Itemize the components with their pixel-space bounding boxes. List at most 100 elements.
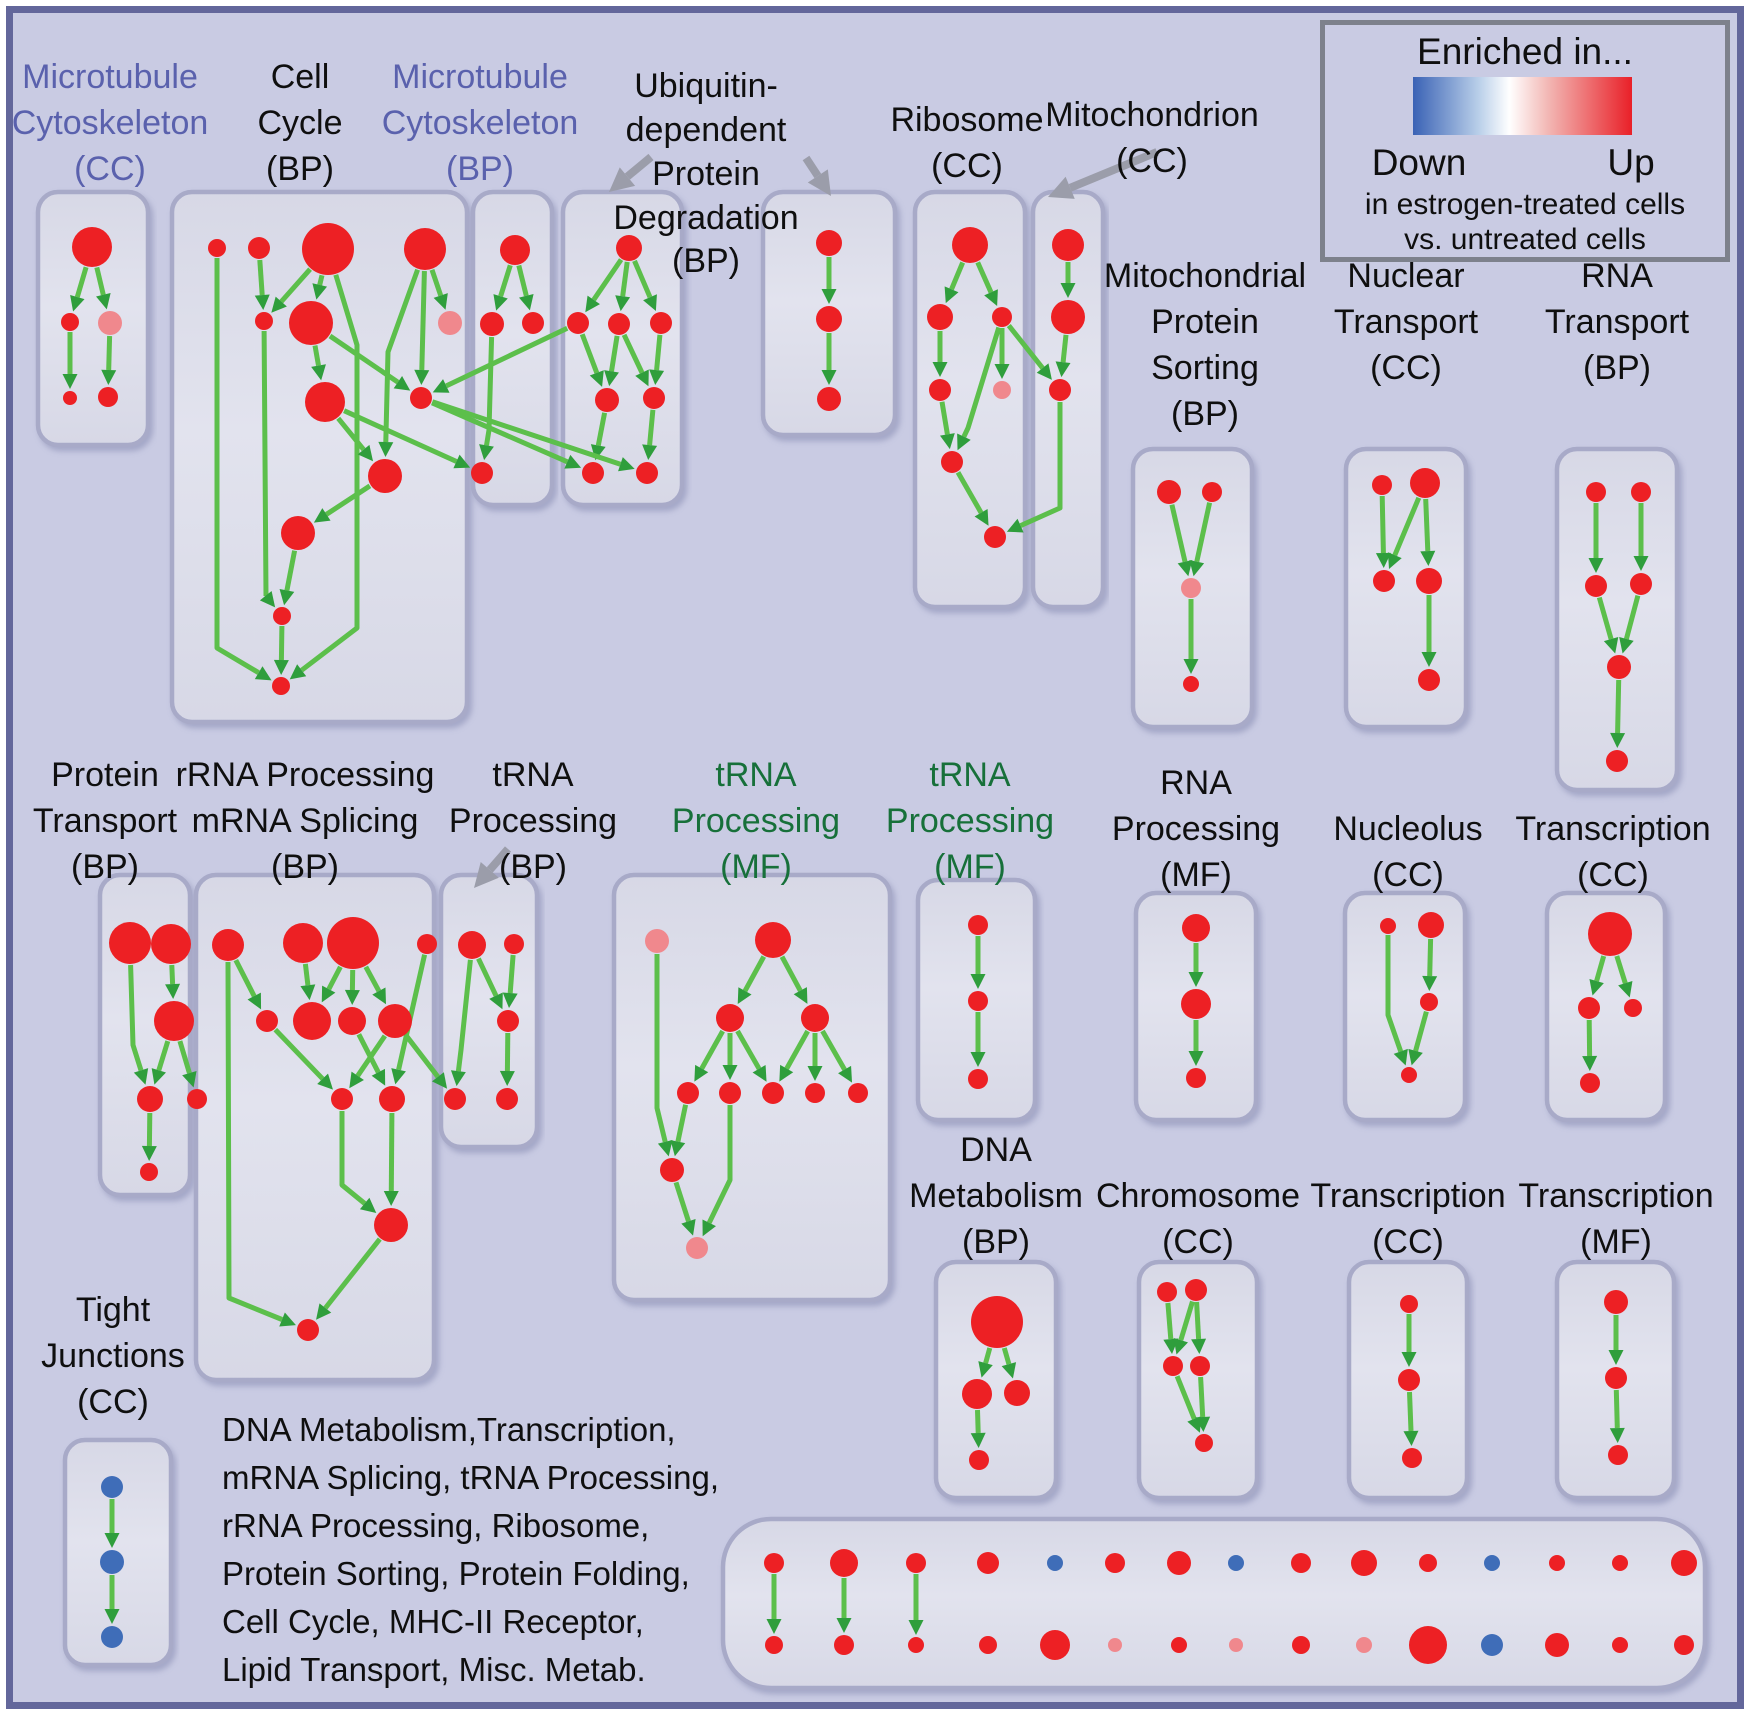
edge-ubiq1-2 — [632, 259, 653, 299]
edge-ubiq1-0 — [591, 258, 624, 302]
go-term-node-mt_cc-a4 — [63, 391, 77, 405]
go-term-node-trna_mf1-n11 — [686, 1237, 708, 1259]
edge-trna_mf1-10-head — [702, 1219, 716, 1237]
edge-trna_mf2-0-head — [970, 974, 986, 989]
go-term-node-rrna-l10 — [379, 1086, 405, 1112]
edge-tr_cc2-1-head — [1618, 980, 1633, 998]
cluster-label-rrna-line2: (BP) — [271, 848, 339, 886]
cluster-label-ribosome-line1: (CC) — [931, 147, 1003, 185]
go-term-node-nucleolus-q4 — [1401, 1067, 1417, 1083]
label-pointer-arrow-0 — [624, 153, 654, 180]
edge-mt_bp-0-head — [493, 294, 508, 311]
go-term-node-tr_mf-w2 — [1605, 1367, 1627, 1389]
edge-mt_cc-0-head — [70, 294, 85, 312]
go-term-node-cell_cycle-c4 — [404, 228, 446, 270]
cluster-label-cell_cycle-line0: Cell — [271, 58, 330, 96]
bottom-row-bottom-node-10 — [1409, 1626, 1447, 1664]
edge-cell_cycle-9 — [328, 333, 400, 385]
floating-label-ubiquitin-line0: Ubiquitin- — [634, 67, 778, 105]
edge-rrna-8-head — [349, 1071, 364, 1089]
edge-ubiq1-1 — [620, 261, 630, 297]
go-term-node-trna_mf2-o2 — [968, 991, 988, 1011]
edge-ubiq1-3-head — [589, 370, 604, 387]
edge-trna_mf1-2-head — [694, 1064, 709, 1082]
edge-trna_mf1-7-head — [838, 1065, 853, 1083]
cluster-box-bottom-summary — [720, 1516, 1708, 1691]
cluster-label-trna_mf1-line2: (MF) — [720, 848, 792, 886]
go-term-node-ribosome-r3 — [992, 307, 1012, 327]
cluster-label-nuclear_transport-line1: Transport — [1334, 303, 1479, 341]
cluster-label-chromosome-line1: (CC) — [1162, 1223, 1234, 1261]
go-term-node-ribosome-r2 — [927, 304, 953, 330]
edge-cell_cycle-8 — [312, 345, 321, 367]
cluster-label-rna_transport-line0: RNA — [1581, 257, 1653, 295]
go-term-node-trna_mf1-n10 — [660, 1158, 684, 1182]
bottom-row-bottom-node-5 — [1108, 1638, 1122, 1652]
cross-edge-4 — [1006, 324, 1045, 370]
edge-protein_transport-2 — [156, 1040, 171, 1072]
edge-trna_bp-0 — [476, 957, 499, 997]
edge-cell_cycle-10-head — [259, 591, 276, 608]
edge-nuclear_transport-0 — [1379, 495, 1386, 554]
go-term-node-protein_transport-k1 — [109, 922, 151, 964]
cluster-label-protein_transport-line0: Protein — [51, 756, 159, 794]
edge-tight_junctions-0-head — [104, 1533, 120, 1548]
edge-nuclear_transport-3-head — [1421, 652, 1437, 667]
edge-cell_cycle-9-head — [393, 376, 411, 391]
legend-box: Enriched in... Down Up in estrogen-treat… — [1320, 20, 1730, 262]
cluster-label-rrna-line0: rRNA Processing — [176, 756, 435, 794]
cluster-box-nucleolus — [1342, 890, 1468, 1123]
cluster-box-trna_mf1 — [611, 872, 893, 1303]
go-term-node-rna_transport-j4 — [1630, 573, 1652, 595]
go-term-node-ubiq1-uL — [567, 312, 589, 334]
bottom-row-bottom-node-9 — [1356, 1637, 1372, 1653]
bottom-row-bottom-node-13 — [1612, 1637, 1628, 1653]
bottom-row-top-node-2 — [906, 1553, 926, 1573]
go-term-node-cell_cycle-c1 — [208, 239, 226, 257]
go-term-node-ubiq1-u0 — [616, 235, 642, 261]
legend-condition-line1: in estrogen-treated cells — [1364, 188, 1686, 221]
misc-note-line: Cell Cycle, MHC-II Receptor, — [222, 1603, 644, 1640]
edge-nuclear_transport-2 — [1423, 498, 1431, 552]
go-term-node-cell_cycle-b13 — [273, 607, 291, 625]
cluster-label-trna_mf2-line2: (MF) — [934, 848, 1006, 886]
cluster-label-mito-line0: Mitochondrion — [1045, 96, 1259, 134]
go-term-node-trna_bp-t5 — [496, 1088, 518, 1110]
go-term-node-trna_bp-t1 — [458, 931, 486, 959]
go-term-node-tight_junctions-tj2 — [100, 1550, 124, 1574]
go-term-node-trna_mf2-o3 — [968, 1069, 988, 1089]
cross-edge-0-head — [432, 379, 450, 393]
go-term-node-nucleolus-q2 — [1418, 912, 1444, 938]
edge-trna_mf1-4 — [735, 1029, 762, 1070]
misc-note-line: Lipid Transport, Misc. Metab. — [222, 1651, 646, 1688]
edge-rrna-5-head — [372, 987, 386, 1005]
edge-rna_transport-2 — [1596, 596, 1614, 640]
cluster-label-tr_cc3-line0: Transcription — [1310, 1177, 1505, 1215]
edge-rrna-2-head — [300, 984, 316, 1001]
go-term-node-chromosome-e2 — [1185, 1279, 1207, 1301]
go-term-node-trna_mf1-n4 — [801, 1004, 829, 1032]
cluster-label-rna_proc_mf-line2: (MF) — [1160, 856, 1232, 894]
bottom-row-top-node-8 — [1291, 1553, 1311, 1573]
cluster-label-protein_transport-line2: (BP) — [71, 848, 139, 886]
legend-up-label: Up — [1607, 142, 1655, 183]
cluster-label-trna_bp-line0: tRNA — [492, 756, 574, 794]
go-term-node-dna_metab-d1 — [971, 1296, 1023, 1348]
edge-rrna-6 — [396, 954, 428, 1071]
go-term-node-ribosome-r6 — [941, 451, 963, 473]
edge-nuclear_transport-2-head — [1420, 550, 1436, 567]
edge-ubiq1-8-head — [642, 444, 658, 461]
go-term-node-mps-h1 — [1157, 480, 1181, 504]
edge-rrna-3 — [326, 965, 343, 991]
bottom-row-bottom-node-7 — [1229, 1638, 1243, 1652]
edge-chromosome-1 — [1178, 1300, 1195, 1341]
cluster-box-cell_cycle — [169, 189, 470, 725]
bottom-col-arrow-0-head — [766, 1619, 782, 1634]
go-term-node-trna_mf1-n6 — [719, 1082, 741, 1104]
label-pointer-arrow-2 — [1068, 148, 1159, 192]
go-term-node-ubiq1-uU — [636, 462, 658, 484]
edge-trna_mf1-1 — [779, 955, 803, 992]
edge-trna_bp-2-head — [450, 1070, 466, 1087]
go-term-node-mps-h3 — [1181, 578, 1201, 598]
edge-rrna-9-head — [371, 1068, 386, 1086]
